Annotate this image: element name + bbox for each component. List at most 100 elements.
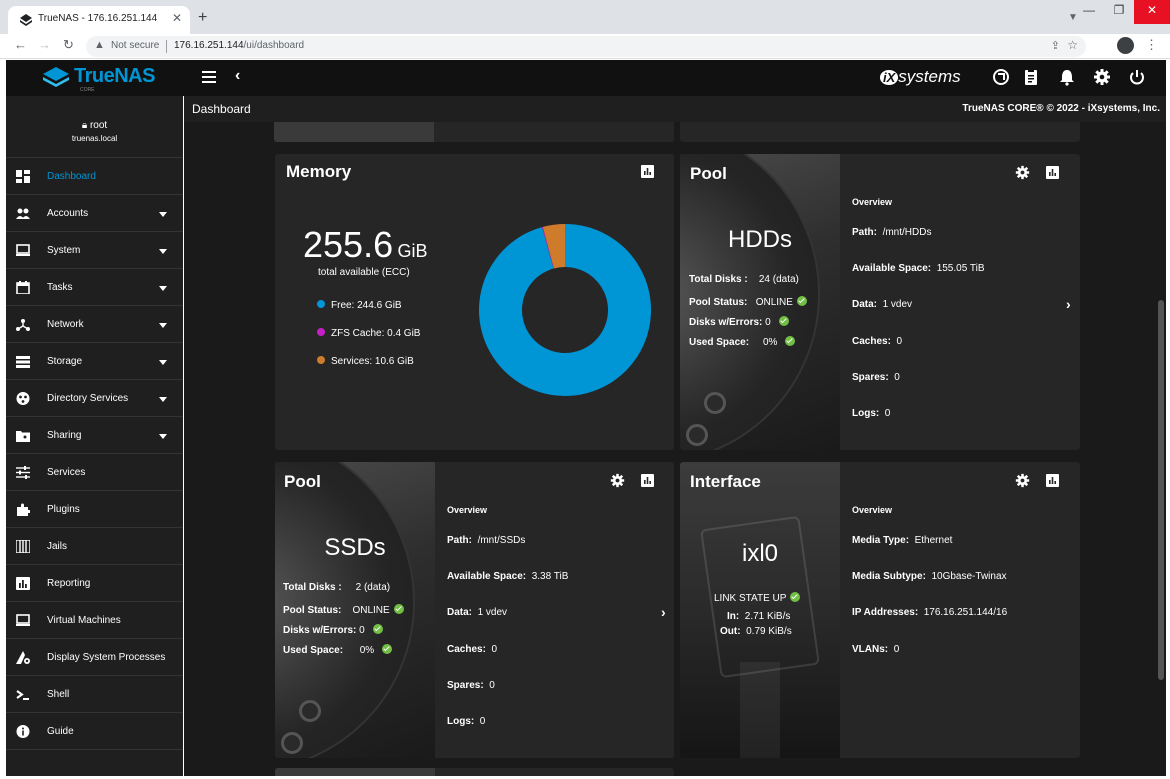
legend-label: Services: 10.6 GiB	[331, 356, 414, 367]
reporting-icon	[16, 577, 30, 590]
sidebar-item-label: Shell	[47, 689, 70, 700]
interface-title: Interface	[690, 472, 761, 491]
browser-tab[interactable]: TrueNAS - 176.16.251.144 ✕	[8, 6, 190, 34]
url-text[interactable]: 176.16.251.144/ui/dashboard	[174, 40, 304, 51]
chart-icon[interactable]	[1046, 166, 1059, 179]
new-tab-icon[interactable]: +	[198, 9, 208, 26]
profile-avatar[interactable]	[1117, 37, 1134, 54]
share-icon[interactable]: ⇪	[1050, 40, 1060, 52]
sidebar-item-label: Network	[47, 319, 84, 330]
pool-ssds-data-row[interactable]: Data: 1 vdev	[447, 607, 508, 618]
sidebar-item-shell[interactable]: Shell	[6, 676, 183, 713]
tasks-icon	[16, 281, 30, 294]
settings-gear-icon[interactable]	[1093, 68, 1111, 86]
page-header-bar: Dashboard TrueNAS CORE® © 2022 - iXsyste…	[184, 96, 1166, 122]
sidebar-item-label: Dashboard	[47, 171, 96, 182]
back-arrow-icon[interactable]: ←	[14, 37, 27, 52]
sidebar-item-sharing[interactable]: Sharing	[6, 417, 183, 454]
donut-slice-free[interactable]	[479, 224, 651, 396]
close-tab-icon[interactable]: ✕	[171, 11, 182, 25]
forward-arrow-icon[interactable]: →	[38, 37, 51, 52]
sidebar-item-label: Storage	[47, 356, 83, 367]
sidebar-item-plugins[interactable]: Plugins	[6, 491, 183, 528]
sidebar-item-accounts[interactable]: Accounts	[6, 195, 183, 232]
url-host: 176.16.251.144	[174, 40, 244, 51]
sidebar-item-network[interactable]: Network	[6, 306, 183, 343]
clipboard-tasks-icon[interactable]	[1022, 68, 1040, 86]
reload-icon[interactable]: ↻	[63, 37, 74, 52]
sidebar-item-label: Display System Processes	[47, 652, 166, 663]
memory-total: 255.6 GiB	[303, 224, 428, 266]
truenas-favicon-icon	[20, 14, 32, 26]
sidebar-item-label: Accounts	[47, 208, 89, 219]
check-icon	[372, 624, 383, 634]
sidebar-item-reporting[interactable]: Reporting	[6, 565, 183, 602]
sidebar-item-dashboard[interactable]: Dashboard	[6, 158, 183, 195]
sidebar-item-storage[interactable]: Storage	[6, 343, 183, 380]
brand-name: TrueNAS	[74, 65, 155, 87]
sidebar-item-jails[interactable]: Jails	[6, 528, 183, 565]
check-icon	[393, 604, 404, 614]
expand-arrow-icon	[159, 249, 167, 254]
sidebar-nav: Dashboard Accounts System Tasks Network Stora…	[6, 158, 183, 750]
power-icon[interactable]	[1128, 68, 1146, 86]
legend-label: ZFS Cache: 0.4 GiB	[331, 328, 421, 339]
sidebar-item-services[interactable]: Services	[6, 454, 183, 491]
chevron-right-icon[interactable]: ›	[1066, 296, 1071, 312]
browser-menu-icon[interactable]: ⋮	[1145, 37, 1158, 52]
cable-image	[740, 662, 780, 758]
username: root	[89, 120, 108, 131]
chart-icon[interactable]	[641, 474, 654, 487]
chart-icon[interactable]	[1046, 474, 1059, 487]
donut-slice-services[interactable]	[542, 224, 565, 269]
check-icon	[778, 316, 789, 326]
truenas-logo[interactable]: TrueNAS CORE	[42, 65, 155, 93]
sidebar-item-display-system-processes[interactable]: Display System Processes	[6, 639, 183, 676]
collapse-sidebar-chevron-icon[interactable]: ‹	[235, 67, 241, 84]
expand-arrow-icon	[159, 286, 167, 291]
disk-screw-image	[281, 732, 303, 754]
partial-widget-top-right	[680, 122, 1080, 142]
sidebar-item-system[interactable]: System	[6, 232, 183, 269]
bookmark-star-icon[interactable]: ☆	[1067, 38, 1078, 52]
legend-swatch	[317, 356, 325, 364]
restore-icon[interactable]: ❐	[1113, 3, 1125, 17]
sidebar: 🔒︎ root truenas.local Dashboard Accounts S…	[6, 96, 183, 776]
processes-icon	[16, 651, 30, 664]
legend-swatch	[317, 328, 325, 336]
omnibox-divider	[166, 40, 167, 53]
close-window-icon[interactable]: ✕	[1134, 0, 1170, 24]
chevron-right-icon[interactable]: ›	[661, 604, 666, 620]
minimize-icon[interactable]: —	[1083, 3, 1095, 17]
interface-widget: Interface ixl0 LINK STATE UP In: 2.71 Ki…	[680, 462, 1080, 758]
page-scrollbar[interactable]	[1158, 300, 1164, 680]
warning-icon[interactable]: ▲	[94, 39, 105, 51]
pool-settings-gear-icon[interactable]	[610, 473, 625, 488]
ixsystems-logo: iX systems	[880, 67, 961, 87]
notifications-bell-icon[interactable]	[1058, 68, 1076, 86]
sidebar-item-guide[interactable]: Guide	[6, 713, 183, 750]
pool-settings-gear-icon[interactable]	[1015, 165, 1030, 180]
expand-arrow-icon	[159, 323, 167, 328]
interface-settings-gear-icon[interactable]	[1015, 473, 1030, 488]
sidebar-item-virtual-machines[interactable]: Virtual Machines	[6, 602, 183, 639]
truecommand-icon[interactable]	[992, 68, 1010, 86]
page-title: Dashboard	[192, 102, 251, 116]
browser-tab-bar: TrueNAS - 176.16.251.144 ✕ + ▼ — ❐ ✕	[0, 0, 1170, 34]
sidebar-item-directory-services[interactable]: Directory Services	[6, 380, 183, 417]
donut-slice-zfs-cache[interactable]	[542, 226, 554, 269]
pool-hdds-data-row[interactable]: Data: 1 vdev	[852, 299, 913, 310]
hamburger-menu-icon[interactable]	[202, 68, 218, 86]
sidebar-item-tasks[interactable]: Tasks	[6, 269, 183, 306]
expand-arrow-icon	[159, 434, 167, 439]
chart-icon[interactable]	[641, 165, 654, 178]
pool-ssds-title: Pool	[284, 472, 321, 491]
dashboard-content: Memory 255.6 GiB total available (ECC) F…	[184, 122, 1166, 776]
guide-icon	[16, 725, 30, 738]
storage-icon	[16, 356, 30, 368]
url-omnibox[interactable]: ▲ Not secure 176.16.251.144/ui/dashboard…	[86, 36, 1086, 57]
url-path: /ui/dashboard	[243, 40, 305, 51]
tab-search-chevron-icon[interactable]: ▼	[1068, 12, 1078, 23]
hostname: truenas.local	[71, 134, 118, 143]
memory-legend-item: Free: 244.6 GiB	[317, 300, 420, 328]
